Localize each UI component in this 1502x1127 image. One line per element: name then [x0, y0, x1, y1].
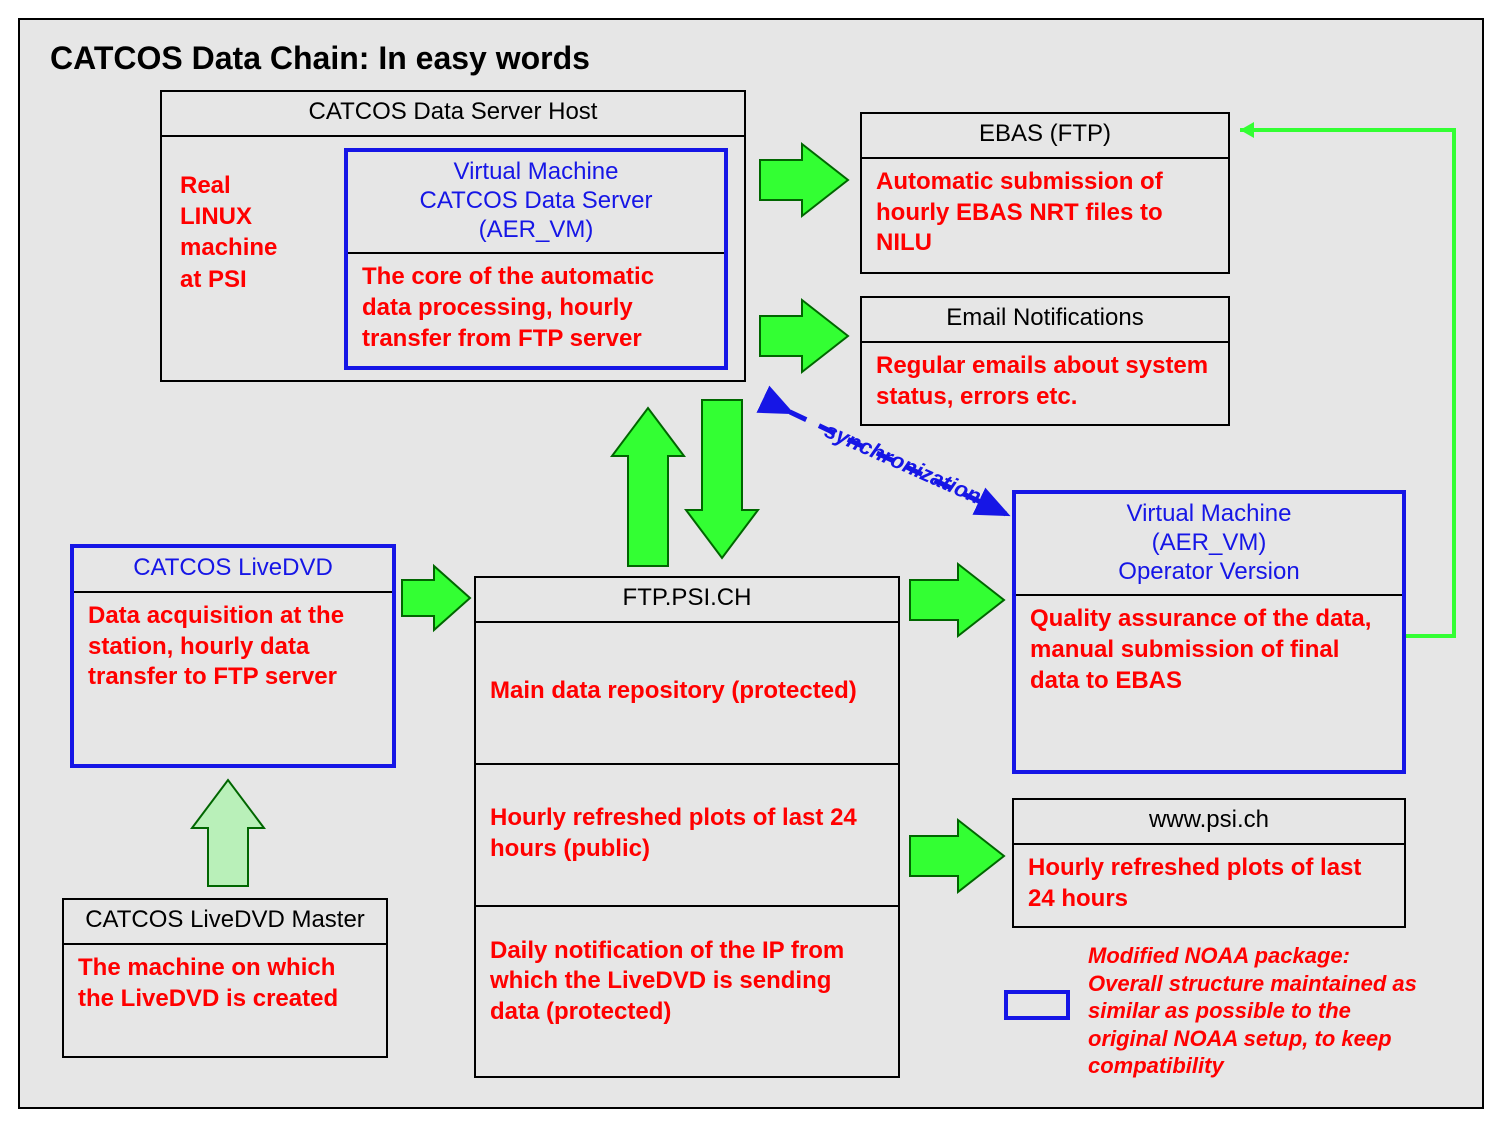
box-ftp: FTP.PSI.CH Main data repository (protect… [474, 576, 900, 1078]
ebas-body: Automatic submission of hourly EBAS NRT … [862, 159, 1228, 269]
operator-body: Quality assurance of the data, manual su… [1016, 596, 1402, 706]
ebas-hdr: EBAS (FTP) [862, 114, 1228, 157]
box-livedvd: CATCOS LiveDVD Data acquisition at the s… [70, 544, 396, 768]
box-master: CATCOS LiveDVD Master The machine on whi… [62, 898, 388, 1058]
master-body: The machine on which the LiveDVD is crea… [64, 945, 386, 1024]
box-aer-vm: Virtual Machine CATCOS Data Server (AER_… [344, 148, 728, 370]
master-hdr: CATCOS LiveDVD Master [64, 900, 386, 943]
legend-note: Modified NOAA package: Overall structure… [1088, 942, 1417, 1080]
host-side-text: Real LINUX machine at PSI [180, 170, 277, 295]
box-operator: Virtual Machine (AER_VM) Operator Versio… [1012, 490, 1406, 774]
www-body: Hourly refreshed plots of last 24 hours [1014, 845, 1404, 924]
email-hdr: Email Notifications [862, 298, 1228, 341]
ftp-body1: Main data repository (protected) [476, 623, 898, 763]
livedvd-hdr: CATCOS LiveDVD [74, 548, 392, 591]
ftp-hdr: FTP.PSI.CH [476, 578, 898, 621]
aervm-hdr: Virtual Machine CATCOS Data Server (AER_… [348, 152, 724, 252]
livedvd-body: Data acquisition at the station, hourly … [74, 593, 392, 703]
legend-swatch [1004, 990, 1070, 1020]
box-email: Email Notifications Regular emails about… [860, 296, 1230, 426]
diagram-canvas: CATCOS Data Chain: In easy words CATCOS … [0, 0, 1502, 1127]
page-title: CATCOS Data Chain: In easy words [50, 40, 590, 77]
email-body: Regular emails about system status, erro… [862, 343, 1228, 422]
host-hdr: CATCOS Data Server Host [162, 92, 744, 135]
box-ebas: EBAS (FTP) Automatic submission of hourl… [860, 112, 1230, 274]
box-www: www.psi.ch Hourly refreshed plots of las… [1012, 798, 1406, 928]
operator-hdr: Virtual Machine (AER_VM) Operator Versio… [1016, 494, 1402, 594]
www-hdr: www.psi.ch [1014, 800, 1404, 843]
ftp-body3: Daily notification of the IP from which … [476, 907, 898, 1059]
ftp-body2: Hourly refreshed plots of last 24 hours … [476, 765, 898, 905]
aervm-body: The core of the automatic data processin… [348, 254, 724, 364]
box-host: CATCOS Data Server Host Real LINUX machi… [160, 90, 746, 382]
